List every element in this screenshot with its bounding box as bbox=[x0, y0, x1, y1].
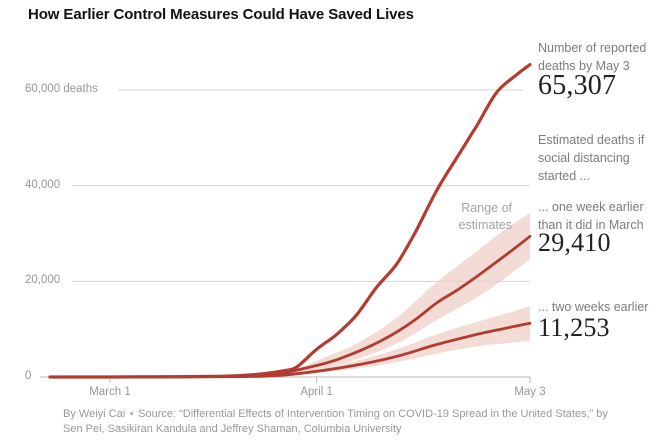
x-axis-label: March 1 bbox=[89, 386, 131, 398]
range-of-estimates-label: Range of estimates bbox=[458, 201, 513, 232]
lines-layer bbox=[48, 62, 532, 379]
reported-deaths-note: Number of reported deaths by May 3 bbox=[538, 41, 647, 73]
reported-deaths-value: 65,307 bbox=[538, 70, 617, 101]
two-week-value: 11,253 bbox=[538, 313, 610, 342]
y-axis-label: 0 bbox=[25, 370, 32, 382]
y-axis-label: 40,000 bbox=[25, 178, 61, 191]
reported-line bbox=[48, 62, 532, 379]
chart-title: How Earlier Control Measures Could Have … bbox=[28, 6, 414, 23]
one-week-value: 29,410 bbox=[538, 228, 611, 257]
one-week-band bbox=[290, 212, 530, 373]
y-axis-label: 20,000 bbox=[25, 274, 61, 287]
two-week-note: ... two weeks earlier bbox=[538, 300, 649, 314]
byline: By Weiyi Cai bbox=[63, 408, 126, 420]
bands-layer bbox=[290, 212, 530, 375]
x-axis-label: May 3 bbox=[514, 386, 546, 398]
credits: By Weiyi Cai Source: “Differential Effect… bbox=[63, 407, 620, 437]
source-credit: Source: “Differential Effects of Interve… bbox=[63, 408, 608, 435]
one-week-note: ... one week earlier than it did in Marc… bbox=[538, 200, 644, 232]
x-axis-label: April 1 bbox=[300, 386, 333, 398]
grid-layer bbox=[40, 89, 531, 383]
estimated-intro-note: Estimated deaths if social distancing st… bbox=[538, 133, 645, 183]
separator-dot bbox=[130, 411, 134, 415]
y-axis-label: 60,000 deaths bbox=[25, 83, 98, 95]
two-week-band bbox=[296, 306, 530, 375]
